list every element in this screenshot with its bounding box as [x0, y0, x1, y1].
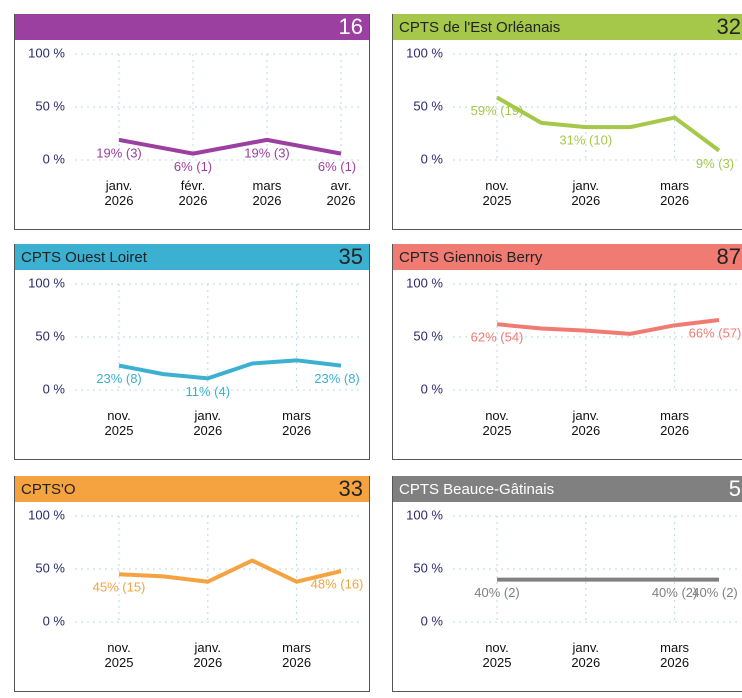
x-tick-label: mars 2026 [660, 408, 690, 438]
data-label: 40% (2) [652, 585, 698, 600]
data-label: 23% (8) [96, 371, 142, 386]
x-tick-label: nov. 2025 [104, 408, 134, 438]
y-tick-label: 50 % [35, 98, 65, 113]
y-tick-label: 0 % [421, 613, 444, 628]
x-tick-label: mars 2026 [252, 178, 282, 208]
x-tick-label: nov. 2025 [482, 640, 512, 670]
chart: 0 %50 %100 %40% (2) 40% (2)40% (2) [406, 507, 739, 628]
y-tick-label: 100 % [28, 45, 65, 60]
panel-title: CPTS Ouest Loiret [21, 248, 147, 266]
panel-count: 35 [338, 244, 363, 269]
panel-header: CPTS Beauce-Gâtinais 5 [393, 476, 742, 502]
x-tick-label: janv. 2026 [193, 640, 223, 670]
panel-count: 5 [728, 476, 741, 501]
data-label: 11% (4) [186, 384, 231, 399]
y-tick-label: 50 % [413, 560, 443, 575]
chart: 0 % 50 % 100 % 23% (8) 11% (4) 23% (8) [28, 275, 361, 399]
data-label: 9% (3) [696, 156, 734, 171]
panel-title: CPTS de l'Est Orléanais [399, 18, 561, 36]
data-label: 40% (2) [474, 585, 520, 600]
y-tick-label: 0 % [421, 381, 444, 396]
panel-count: 33 [338, 476, 363, 501]
y-tick-label: 0 % [421, 151, 444, 166]
panel: CPTS Beauce-Gâtinais 5 0 % 50 % 100 % 40% (2)… [392, 476, 742, 692]
data-label: 62% (54) [471, 330, 524, 345]
x-tick-label: avr. 2026 [326, 178, 356, 208]
line [496, 318, 720, 336]
x-tick-label: mars 2026 [660, 178, 690, 208]
data-label: 59% (19) [471, 103, 524, 118]
y-tick-label: 100 % [28, 275, 65, 290]
panel: CPTS'O 33 0 % 50 % 100 % 45% (15) 48% (16) nov.… [14, 476, 370, 692]
panel: 16 0 % 50 % 100 % 19% (3) 6% (1) 19% (3) 6% (1)… [14, 14, 370, 230]
data-label: 19% (3) [96, 145, 142, 160]
x-tick-label: janv. 2026 [104, 178, 134, 208]
panel: CPTS Giennois Berry 87 0 % 50 % 100 % 62% (54… [392, 244, 742, 460]
panel-title: CPTS'O [21, 480, 76, 498]
y-tick-label: 0 % [43, 381, 66, 396]
panel-count: 32 [716, 14, 741, 39]
chart: 0 % 50 % 100 % 62% (54) 66% (57) [406, 275, 742, 396]
x-tick-label: janv. 2026 [571, 178, 601, 208]
x-tick-label: janv. 2026 [571, 408, 601, 438]
chart: 0 % 50 % 100 % 19% (3) 6% (1) 19% (3) 6% (1) [28, 45, 361, 174]
x-tick-label: janv. 2026 [571, 640, 601, 670]
chart: 0 % 50 % 100 % 45% (15) 48% (16) [28, 507, 364, 628]
data-label: 66% (57) [689, 325, 742, 340]
data-label: 48% (16) [311, 577, 364, 592]
chart: 0 % 50 % 100 % 59% (19) 31% (10) 9% (3) [406, 45, 739, 171]
x-tick-label: mars 2026 [660, 640, 690, 670]
data-label: 6% (1) [318, 159, 356, 174]
panel-header: CPTS'O 33 [15, 476, 369, 502]
panel-title: CPTS Beauce-Gâtinais [399, 480, 555, 498]
line [118, 137, 342, 156]
x-tick-label: févr. 2026 [178, 178, 208, 208]
x-tick-label: nov. 2025 [104, 640, 134, 670]
data-label: 40% (2) [692, 585, 738, 600]
line [496, 95, 721, 153]
panel-header: CPTS Giennois Berry 87 [393, 244, 742, 270]
panel-header: CPTS de l'Est Orléanais 32 [393, 14, 742, 40]
panel-header: CPTS Ouest Loiret 35 [15, 244, 369, 270]
x-tick-label: nov. 2025 [482, 178, 512, 208]
y-tick-label: 50 % [35, 328, 65, 343]
data-label: 19% (3) [244, 145, 290, 160]
y-tick-label: 100 % [406, 507, 443, 522]
data-label: 6% (1) [174, 159, 212, 174]
y-tick-label: 50 % [35, 560, 65, 575]
x-tick-label: nov. 2025 [482, 408, 512, 438]
panel: CPTS Ouest Loiret 35 0 % 50 % 100 % 23% (8) 11… [14, 244, 370, 460]
line [118, 358, 342, 381]
y-tick-label: 100 % [406, 275, 443, 290]
x-tick-label: mars 2026 [282, 408, 312, 438]
data-label: 31% (10) [559, 133, 612, 148]
y-tick-label: 50 % [413, 328, 443, 343]
y-tick-label: 100 % [28, 507, 65, 522]
panel-count: 16 [338, 14, 363, 39]
line [118, 558, 342, 584]
panel-header: 16 [15, 14, 369, 40]
panel: CPTS de l'Est Orléanais 32 0 % 50 % 100 % 59%… [392, 14, 742, 230]
panel-title: CPTS Giennois Berry [399, 248, 543, 266]
data-label: 45% (15) [93, 580, 146, 595]
data-label: 23% (8) [314, 371, 360, 386]
panel-count: 87 [716, 244, 741, 269]
y-tick-label: 100 % [406, 45, 443, 60]
y-tick-label: 50 % [413, 98, 443, 113]
y-tick-label: 0 % [43, 613, 66, 628]
y-tick-label: 0 % [43, 151, 66, 166]
x-tick-label: janv. 2026 [193, 408, 223, 438]
x-tick-label: mars 2026 [282, 640, 312, 670]
